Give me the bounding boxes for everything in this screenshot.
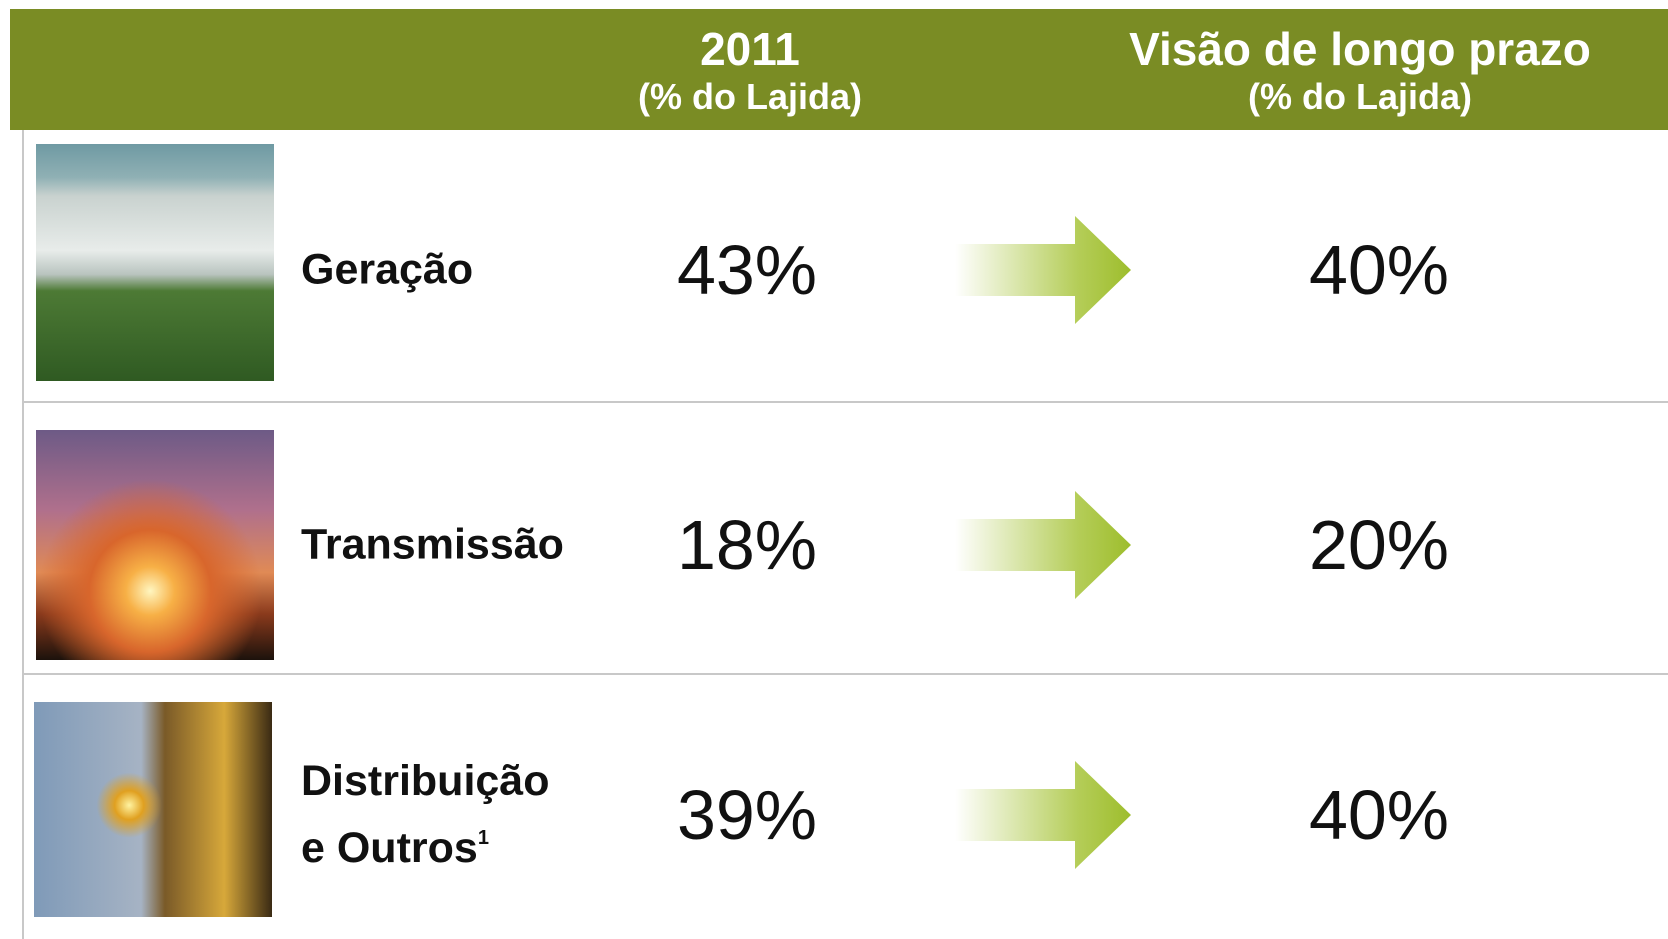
column-title: Visão de longo prazo (1129, 23, 1591, 75)
column-subtitle: (% do Lajida) (1248, 76, 1472, 117)
label-line: e Outros1 (301, 824, 489, 872)
value-2011: 18% (676, 506, 818, 584)
arrow-shape (955, 761, 1131, 869)
row-separator (24, 401, 1668, 403)
label-line: Geração (301, 245, 474, 294)
value-2011: 43% (676, 231, 818, 309)
arrow (955, 491, 1131, 599)
label-line: Transmissão (301, 520, 564, 569)
header-bar: 2011 (% do Lajida) Visão de longo prazo … (10, 9, 1668, 130)
arrow (955, 216, 1131, 324)
column-title: 2011 (700, 23, 800, 75)
row-label: Distribuição e Outros1 (301, 753, 550, 877)
row-photo (36, 430, 274, 660)
footnote-marker: 1 (477, 827, 489, 849)
value-long-term: 20% (1308, 506, 1450, 584)
column-subtitle: (% do Lajida) (638, 76, 862, 117)
value-long-term: 40% (1308, 231, 1450, 309)
row-photo (34, 702, 272, 917)
row-separator (24, 673, 1668, 675)
arrow (955, 761, 1131, 869)
arrow-shape (955, 216, 1131, 324)
value-long-term: 40% (1308, 776, 1450, 854)
row-photo (36, 144, 274, 381)
row-label: Transmissão (301, 517, 564, 574)
table-border (22, 130, 24, 939)
row-label: Geração (301, 242, 473, 299)
label-line: Distribuição (301, 757, 550, 805)
arrow-shape (955, 491, 1131, 599)
value-2011: 39% (676, 776, 818, 854)
